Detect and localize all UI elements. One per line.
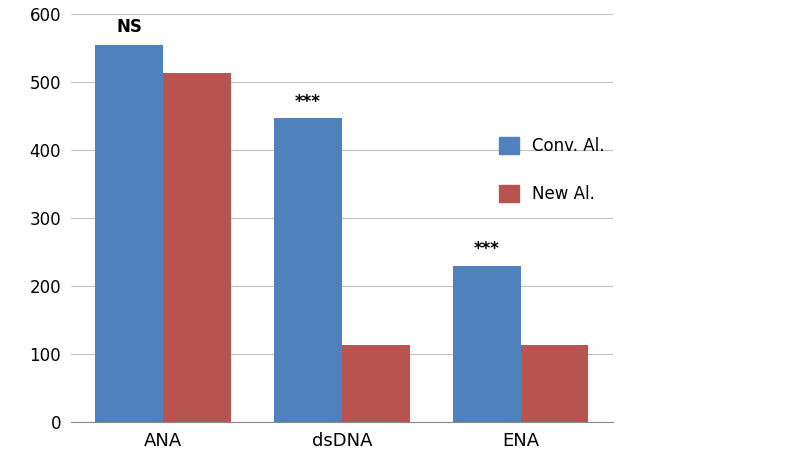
Bar (342, 345, 410, 422)
Bar (163, 73, 231, 422)
Text: ***: *** (295, 93, 321, 111)
Bar (95, 45, 163, 422)
Legend: Conv. Al., New Al.: Conv. Al., New Al. (499, 136, 604, 203)
Bar (274, 118, 342, 422)
Text: ***: *** (474, 240, 500, 257)
Text: NS: NS (116, 18, 142, 36)
Bar (453, 265, 520, 422)
Bar (520, 345, 589, 422)
